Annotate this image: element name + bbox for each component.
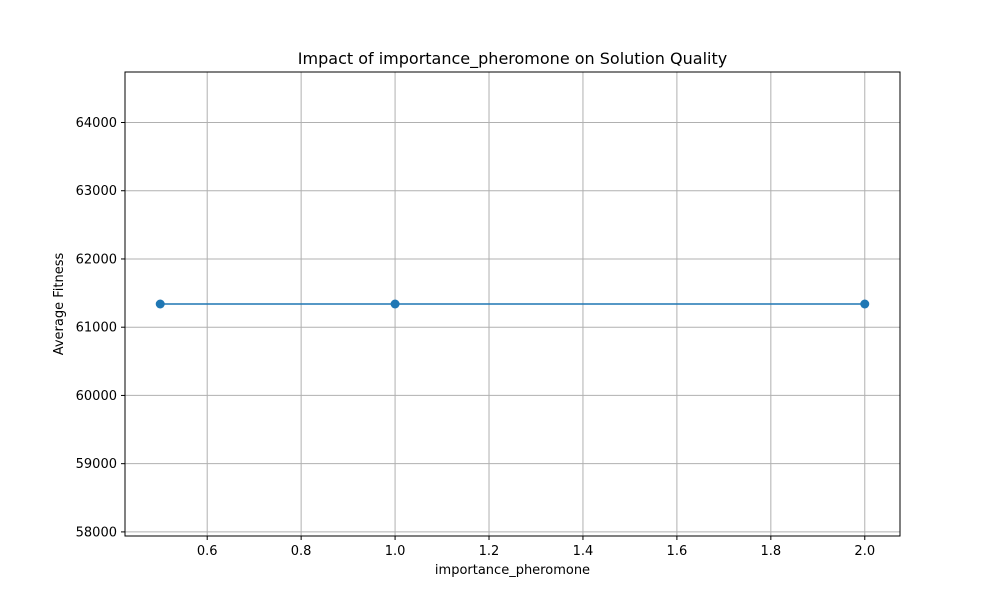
x-tick-label: 0.8 (291, 544, 312, 559)
x-tick-label: 1.0 (385, 544, 406, 559)
plot-frame (124, 71, 901, 537)
y-tick-label: 61000 (76, 321, 117, 336)
chart-title: Impact of importance_pheromone on Soluti… (298, 49, 727, 69)
x-tick-label: 2.0 (854, 544, 875, 559)
data-point (155, 299, 165, 309)
data-point (860, 299, 870, 309)
x-axis-label: importance_pheromone (435, 563, 590, 578)
series-layer (155, 299, 870, 309)
y-tick-label: 62000 (76, 252, 117, 267)
y-axis-label: Average Fitness (52, 253, 67, 356)
y-tick-label: 58000 (76, 525, 117, 540)
x-tick-label: 1.2 (479, 544, 500, 559)
tick-layer: 0.6 0.8 1.0 1.2 1.4 1.6 1.8 2.0 58000 59000 60000 6… (76, 116, 875, 559)
y-tick-label: 60000 (76, 389, 117, 404)
y-tick-label: 63000 (76, 184, 117, 199)
y-tick-label: 59000 (76, 457, 117, 472)
x-tick-label: 0.6 (197, 544, 218, 559)
y-tick-label: 64000 (76, 116, 117, 131)
x-tick-label: 1.6 (667, 544, 688, 559)
data-point (390, 299, 400, 309)
x-tick-label: 1.8 (760, 544, 781, 559)
x-tick-label: 1.4 (573, 544, 594, 559)
